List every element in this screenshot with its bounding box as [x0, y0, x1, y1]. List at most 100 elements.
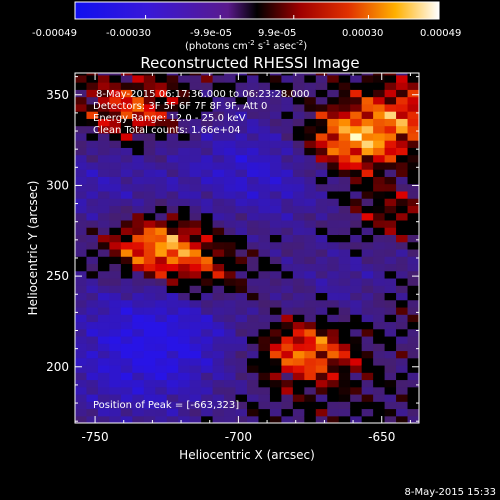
heatmap-cell: [166, 198, 179, 206]
heatmap-cell: [281, 248, 294, 257]
heatmap-cell: [224, 73, 237, 76]
heatmap-cell: [373, 82, 386, 90]
heatmap-cell: [327, 96, 340, 105]
heatmap-cell: [143, 183, 156, 192]
heatmap-cell: [143, 343, 156, 352]
heatmap-cell: [373, 183, 386, 192]
heatmap-cell: [407, 350, 419, 359]
heatmap-cell: [224, 386, 237, 395]
heatmap-cell: [258, 292, 271, 301]
heatmap-cell: [338, 328, 351, 337]
heatmap-cell: [350, 277, 363, 286]
heatmap-cell: [97, 357, 110, 366]
heatmap-cell: [338, 111, 351, 119]
heatmap-cell: [109, 328, 122, 337]
colorbar-tick-label-3: 9.9e-05: [258, 28, 296, 39]
heatmap-cell: [384, 335, 397, 344]
heatmap-cell: [178, 314, 191, 323]
heatmap-cell: [201, 234, 214, 243]
heatmap-cell: [109, 241, 122, 250]
heatmap-cell: [247, 103, 260, 112]
heatmap-cell: [109, 335, 122, 344]
heatmap-cell: [75, 343, 88, 352]
heatmap-cell: [143, 190, 156, 199]
heatmap-cell: [201, 256, 214, 265]
heatmap-cell: [235, 256, 248, 265]
heatmap-cell: [315, 248, 328, 257]
heatmap-cell: [143, 335, 156, 344]
heatmap-cell: [338, 205, 351, 214]
heatmap-cell: [292, 183, 305, 192]
heatmap-cell: [132, 212, 145, 221]
heatmap-cell: [155, 372, 168, 381]
heatmap-cell: [327, 74, 340, 83]
heatmap-cell: [235, 386, 248, 395]
heatmap-cell: [212, 205, 225, 214]
heatmap-cell: [269, 277, 282, 286]
heatmap-cell: [269, 118, 282, 127]
heatmap-cell: [327, 169, 340, 177]
heatmap-cell: [235, 408, 248, 417]
heatmap-cell: [97, 118, 110, 127]
heatmap-cell: [212, 212, 225, 221]
heatmap-cell: [75, 408, 88, 417]
heatmap-cell: [166, 408, 179, 417]
heatmap-cell: [292, 190, 305, 199]
heatmap-cell: [178, 335, 191, 344]
heatmap-cell: [338, 212, 351, 221]
peak-position-label: Position of Peak = [-663,323]: [93, 400, 239, 411]
heatmap-cell: [258, 270, 271, 279]
heatmap-cell: [269, 408, 282, 417]
heatmap-cell: [373, 205, 386, 214]
heatmap-cell: [315, 125, 328, 134]
heatmap-cell: [247, 89, 260, 98]
heatmap-cell: [189, 205, 202, 214]
heatmap-cell: [384, 96, 397, 105]
heatmap-cell: [189, 198, 202, 206]
heatmap-cell: [396, 386, 409, 395]
heatmap-cell: [304, 328, 317, 337]
heatmap-cell: [304, 118, 317, 127]
heatmap-cell: [178, 118, 191, 127]
heatmap-cell: [75, 125, 88, 134]
heatmap-cell: [269, 285, 282, 294]
heatmap-cell: [224, 314, 237, 323]
heatmap-cell: [224, 277, 237, 286]
heatmap-cell: [315, 103, 328, 112]
heatmap-cell: [350, 372, 363, 381]
heatmap-cell: [407, 212, 419, 221]
heatmap-cell: [235, 140, 248, 148]
heatmap-cell: [155, 401, 168, 410]
heatmap-cell: [166, 343, 179, 352]
heatmap-cell: [338, 408, 351, 417]
heatmap-cell: [86, 401, 99, 410]
heatmap-cell: [327, 73, 340, 76]
heatmap-cell: [189, 248, 202, 257]
heatmap-cell: [384, 350, 397, 359]
heatmap-cell: [212, 82, 225, 90]
heatmap-cell: [97, 198, 110, 206]
heatmap-cell: [201, 335, 214, 344]
heatmap-cell: [109, 386, 122, 395]
heatmap-cell: [258, 219, 271, 228]
heatmap-cell: [189, 357, 202, 366]
heatmap-cell: [338, 241, 351, 250]
heatmap-cell: [224, 379, 237, 388]
heatmap-cell: [132, 263, 145, 272]
heatmap-cell: [350, 386, 363, 395]
heatmap-cell: [281, 364, 294, 373]
heatmap-cell: [97, 190, 110, 199]
heatmap-cell: [269, 82, 282, 90]
heatmap-cell: [304, 415, 317, 423]
heatmap-cell: [132, 335, 145, 344]
heatmap-cell: [292, 205, 305, 214]
heatmap-cell: [292, 386, 305, 395]
heatmap-cell: [350, 140, 363, 148]
heatmap-cell: [224, 154, 237, 163]
colorbar-tick-label-2: -9.9e-05: [190, 28, 232, 39]
heatmap-cell: [327, 277, 340, 286]
heatmap-cell: [281, 343, 294, 352]
heatmap-cell: [315, 198, 328, 206]
heatmap-cell: [109, 118, 122, 127]
heatmap-cell: [281, 73, 294, 76]
